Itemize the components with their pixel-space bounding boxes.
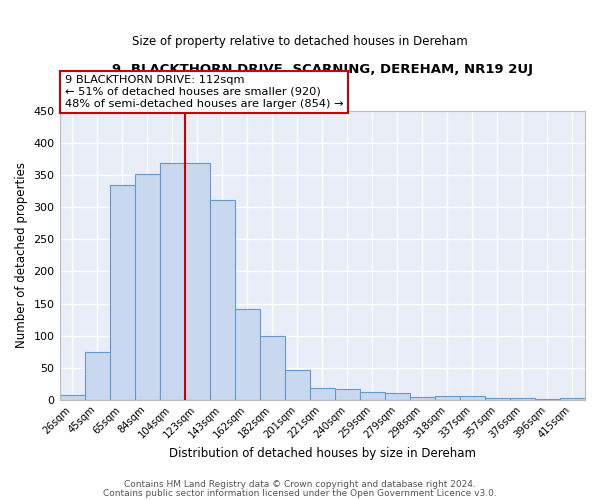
Title: 9, BLACKTHORN DRIVE, SCARNING, DEREHAM, NR19 2UJ: 9, BLACKTHORN DRIVE, SCARNING, DEREHAM, … <box>112 62 533 76</box>
Bar <box>435 396 460 400</box>
Bar <box>360 392 385 400</box>
Bar <box>310 388 335 400</box>
Bar <box>560 398 585 400</box>
Text: Contains HM Land Registry data © Crown copyright and database right 2024.: Contains HM Land Registry data © Crown c… <box>124 480 476 489</box>
Bar <box>260 336 285 400</box>
Text: Contains public sector information licensed under the Open Government Licence v3: Contains public sector information licen… <box>103 488 497 498</box>
Bar <box>410 397 435 400</box>
Bar <box>110 185 134 400</box>
Bar <box>85 352 110 400</box>
Bar <box>385 393 410 400</box>
Bar <box>535 399 560 400</box>
Bar <box>235 310 260 400</box>
Text: 9 BLACKTHORN DRIVE: 112sqm
← 51% of detached houses are smaller (920)
48% of sem: 9 BLACKTHORN DRIVE: 112sqm ← 51% of deta… <box>65 76 343 108</box>
Bar <box>185 162 209 400</box>
Bar <box>160 162 185 400</box>
Bar <box>209 200 235 400</box>
Bar <box>134 174 160 400</box>
Bar <box>335 390 360 400</box>
Bar <box>460 396 485 400</box>
Y-axis label: Number of detached properties: Number of detached properties <box>15 162 28 348</box>
Bar <box>59 395 85 400</box>
Bar <box>285 370 310 400</box>
Bar <box>485 398 510 400</box>
X-axis label: Distribution of detached houses by size in Dereham: Distribution of detached houses by size … <box>169 447 476 460</box>
Text: Size of property relative to detached houses in Dereham: Size of property relative to detached ho… <box>132 35 468 48</box>
Bar <box>510 398 535 400</box>
